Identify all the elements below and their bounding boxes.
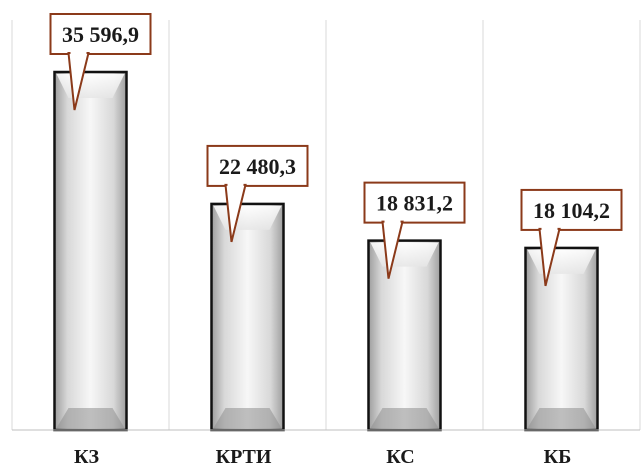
- bar: [367, 239, 442, 432]
- x-tick-label: КЗ: [74, 446, 100, 468]
- callout-box: [206, 144, 309, 187]
- data-label-callout: 35 596,9: [49, 13, 152, 111]
- bar-bevel: [527, 249, 596, 274]
- bar: [210, 202, 285, 432]
- callout-box: [363, 181, 466, 224]
- x-axis-tick-labels: КЗ КРТИ КС КБ: [74, 446, 571, 468]
- bar-bevel-bottom: [213, 408, 282, 428]
- data-label-callout: 18 104,2: [520, 188, 623, 287]
- data-label-callout: 18 831,2: [363, 181, 466, 279]
- bar: [53, 70, 128, 432]
- callout-box: [49, 13, 152, 55]
- data-labels: 35 596,9 22 480,3 18 831,2 18 104,2: [49, 13, 623, 287]
- data-label: 22 480,3: [219, 154, 296, 179]
- data-label: 18 831,2: [376, 191, 453, 216]
- grid-lines: [11, 20, 641, 430]
- data-label: 35 596,9: [62, 22, 139, 47]
- bar-bevel-bottom: [56, 408, 125, 428]
- data-label: 18 104,2: [533, 198, 610, 223]
- callout-box: [520, 188, 623, 231]
- bar-bevel: [370, 242, 439, 267]
- bar-bevel-bottom: [527, 408, 596, 428]
- bar: [524, 246, 599, 432]
- x-tick-label: КРТИ: [216, 446, 272, 468]
- x-tick-label: КБ: [544, 446, 572, 468]
- data-label-callout: 22 480,3: [206, 144, 309, 243]
- x-tick-label: КС: [386, 446, 414, 468]
- bars: [53, 70, 599, 432]
- bar-bevel: [213, 205, 282, 230]
- bar-bevel-bottom: [370, 408, 439, 428]
